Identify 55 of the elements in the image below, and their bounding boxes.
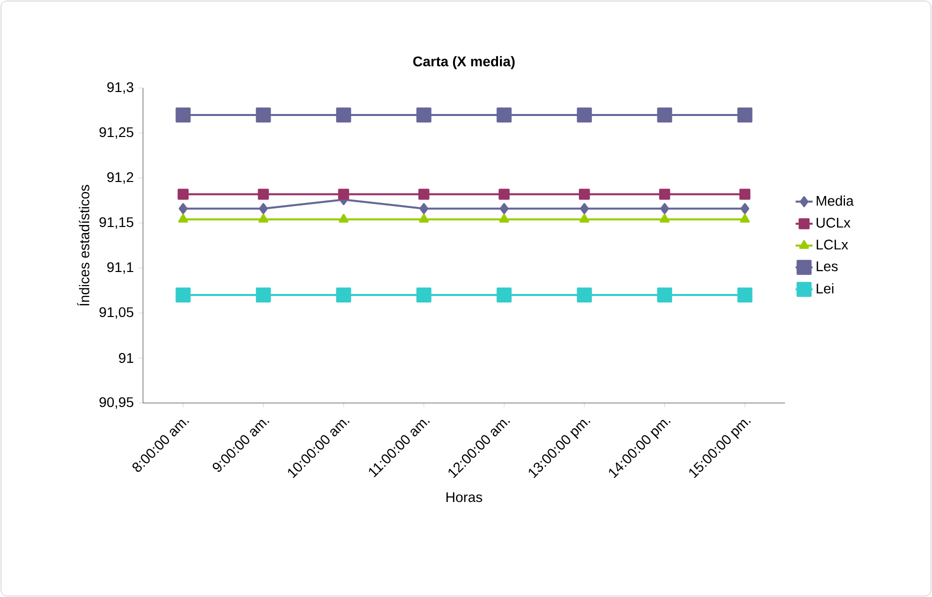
y-tick-label: 91,3 [107,82,134,94]
y-tick-label: 91,25 [100,127,134,139]
point [496,107,512,122]
point [496,287,512,302]
point [336,107,352,122]
y-tick-label: 91 [118,353,134,363]
point [740,203,750,214]
point [178,203,188,214]
legend-label: Media [816,196,854,206]
point [259,203,268,214]
point [336,287,352,302]
y-axis-title: Índices estadísticos [77,184,90,306]
y-tick-label: 91,1 [107,262,134,274]
point [660,214,670,223]
point [418,188,430,200]
point [418,214,429,223]
point [498,188,510,200]
legend-label: LCLx [816,240,848,250]
point [659,188,670,200]
point [580,203,589,214]
legend-label: Les [816,262,838,272]
point [420,203,428,214]
point [739,188,750,200]
legend-label: Lei [816,283,834,294]
point [737,107,752,122]
point [258,188,269,200]
point [256,107,271,122]
point [176,107,191,122]
y-tick-label: 90,95 [100,397,134,409]
point [416,107,432,122]
y-tick-label: 91,15 [100,217,134,229]
point [737,287,752,302]
point [578,188,590,200]
x-axis-title: Horas [446,492,482,502]
point [178,214,188,223]
point [500,203,508,214]
point [657,107,672,122]
y-tick-label: 91,05 [100,307,134,319]
point [657,287,672,302]
point [416,287,432,302]
point [258,214,268,223]
point [576,107,592,122]
point [178,188,189,200]
point [256,287,271,302]
point [499,214,510,223]
point [176,287,191,302]
point [579,214,590,223]
point [338,188,350,200]
legend-label: UCLx [816,218,850,228]
chart-title: Carta (X media) [413,56,515,70]
point [740,214,750,223]
point [576,287,592,302]
point [660,203,669,214]
point [338,214,349,223]
y-tick-label: 91,2 [107,172,134,184]
